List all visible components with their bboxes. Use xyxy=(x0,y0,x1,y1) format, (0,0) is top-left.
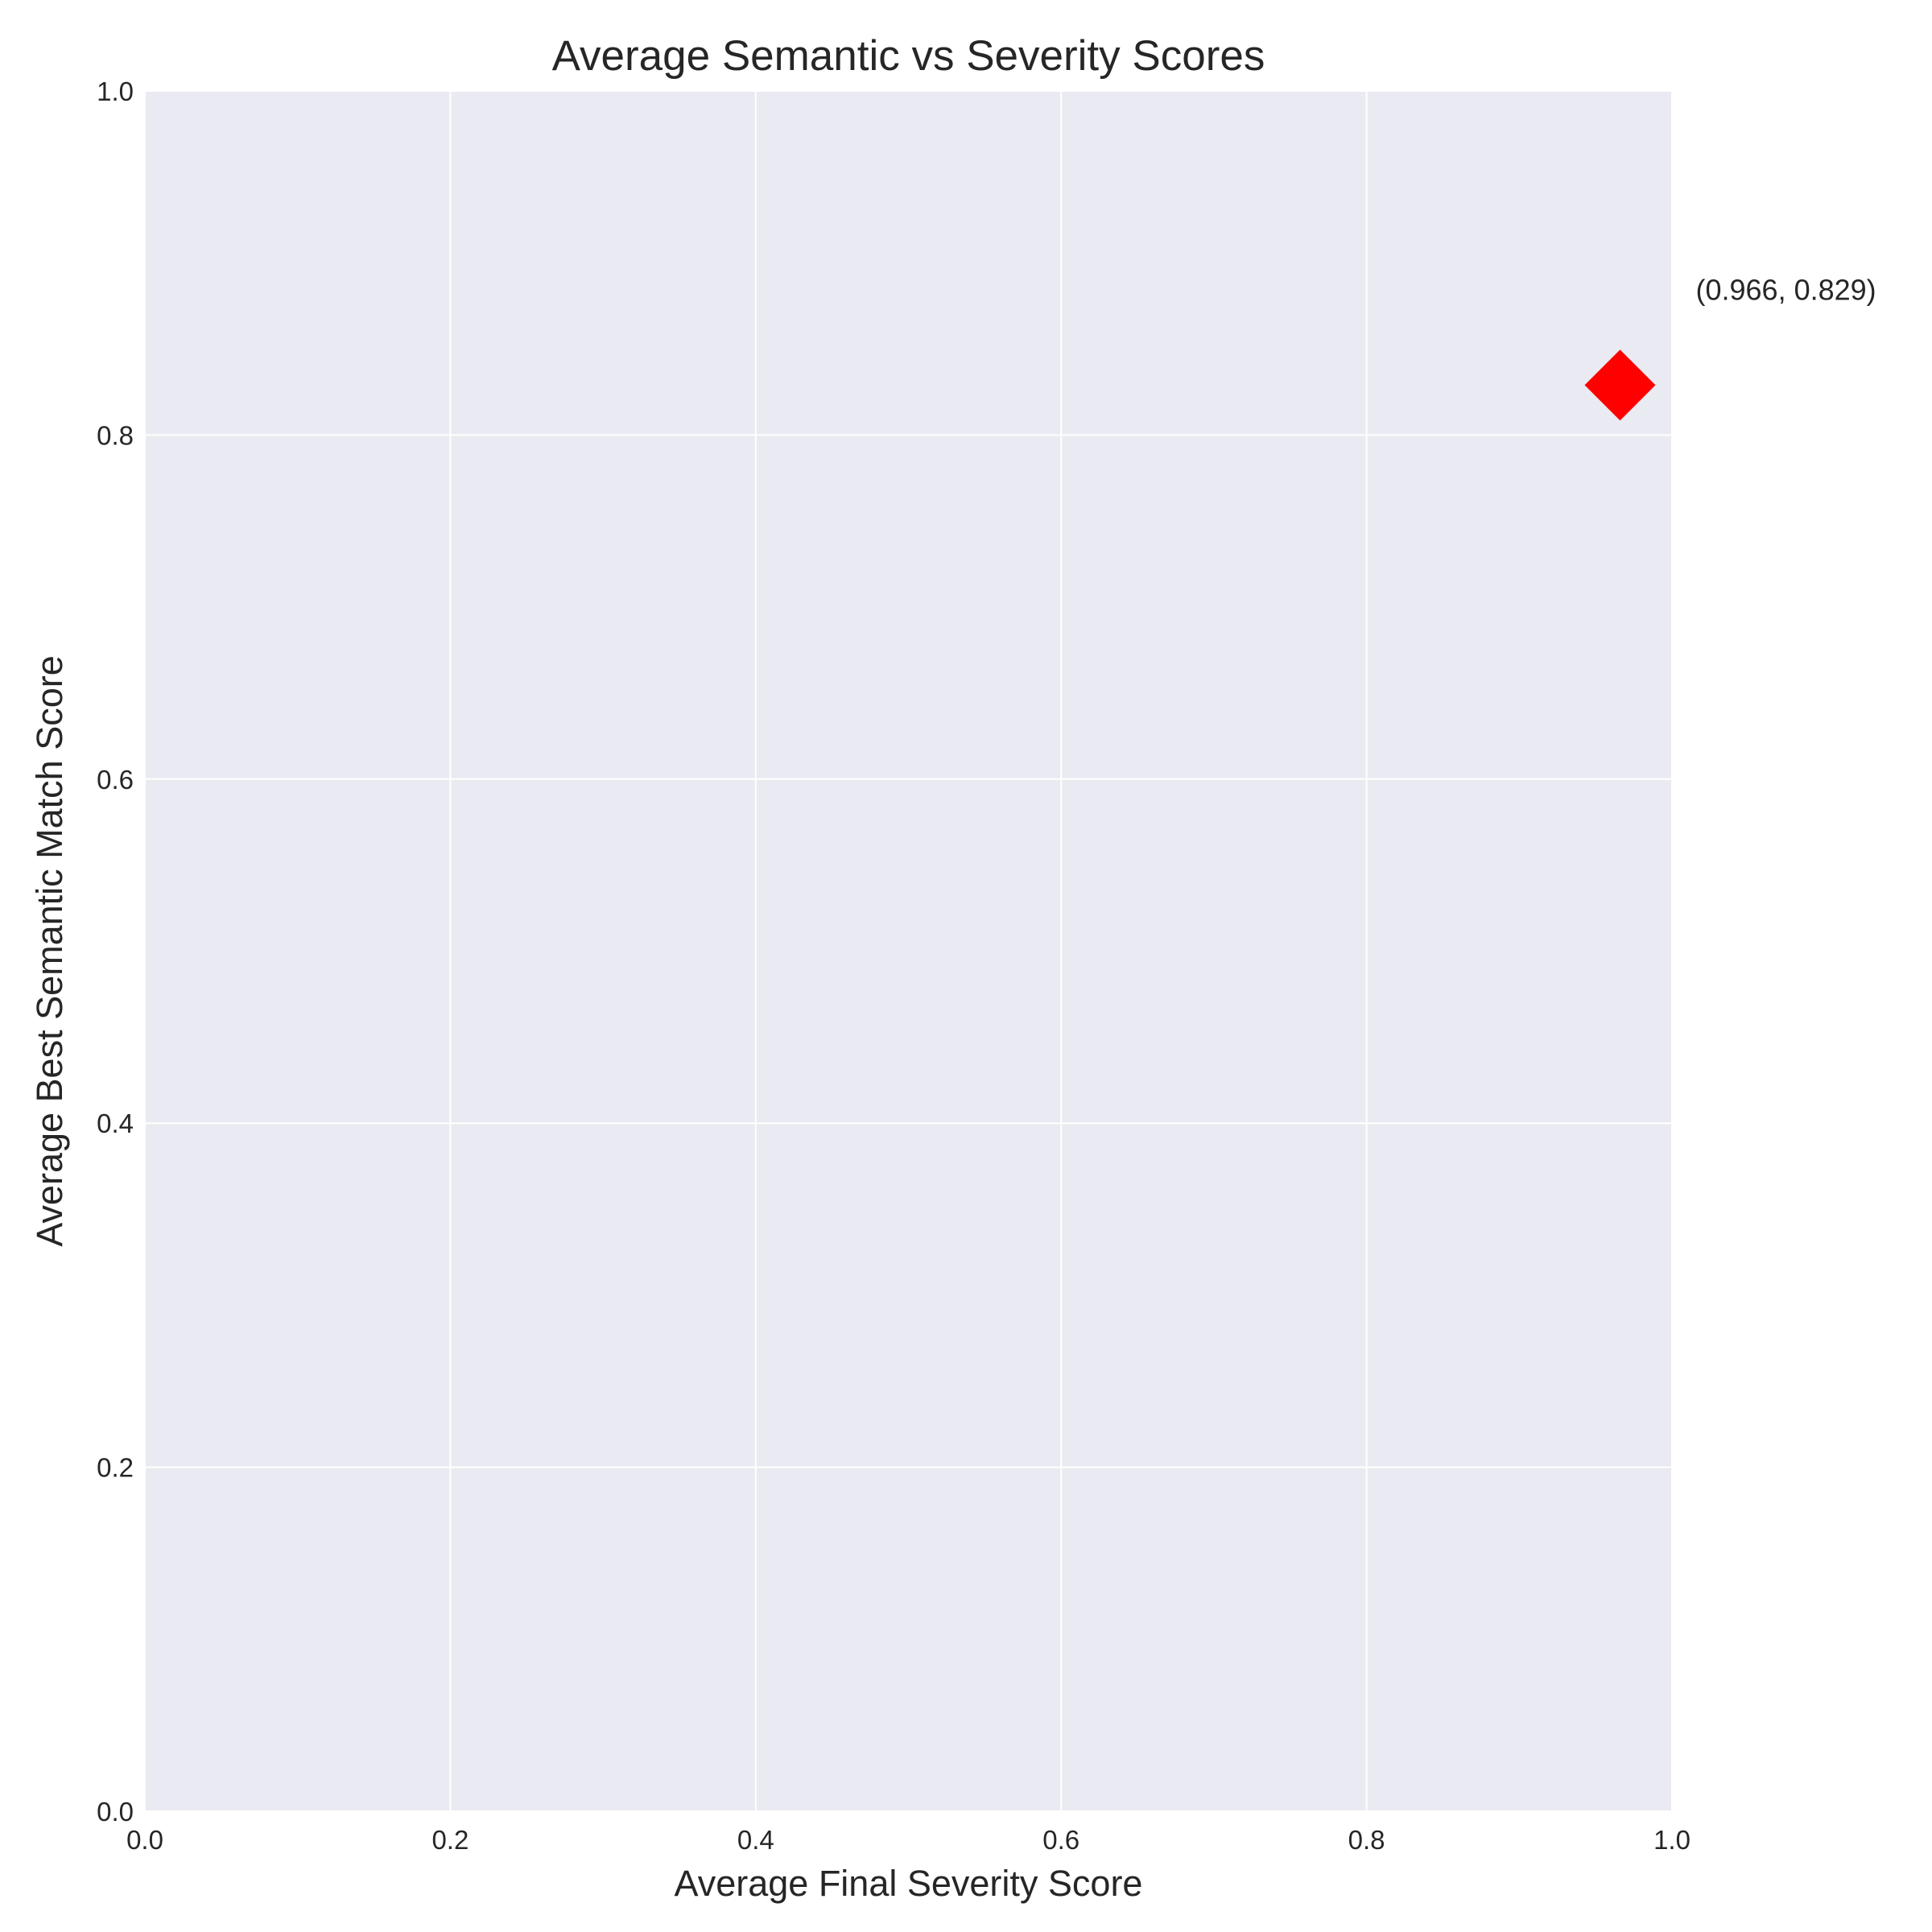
x-tick-label: 0.2 xyxy=(431,1825,469,1855)
point-annotation: (0.966, 0.829) xyxy=(1696,273,1876,306)
y-tick-label: 0.6 xyxy=(97,765,134,795)
y-tick-label: 1.0 xyxy=(97,76,134,106)
y-tick-label: 0.4 xyxy=(97,1108,134,1138)
y-tick-label: 0.8 xyxy=(97,420,134,450)
x-tick-label: 0.0 xyxy=(126,1825,163,1855)
x-tick-label: 0.6 xyxy=(1042,1825,1080,1855)
y-tick-label: 0.0 xyxy=(97,1797,134,1827)
y-tick-labels: 0.0 0.2 0.4 0.6 0.8 1.0 xyxy=(97,76,134,1827)
x-tick-label: 1.0 xyxy=(1653,1825,1690,1855)
x-tick-label: 0.4 xyxy=(737,1825,774,1855)
x-tick-label: 0.8 xyxy=(1348,1825,1385,1855)
y-tick-label: 0.2 xyxy=(97,1453,134,1483)
x-axis-label: Average Final Severity Score xyxy=(675,1863,1143,1904)
chart-title: Average Semantic vs Severity Scores xyxy=(552,32,1265,80)
y-axis-label: Average Best Semantic Match Score xyxy=(29,655,70,1247)
plot-area xyxy=(145,91,1672,1811)
x-tick-labels: 0.0 0.2 0.4 0.6 0.8 1.0 xyxy=(126,1825,1690,1855)
